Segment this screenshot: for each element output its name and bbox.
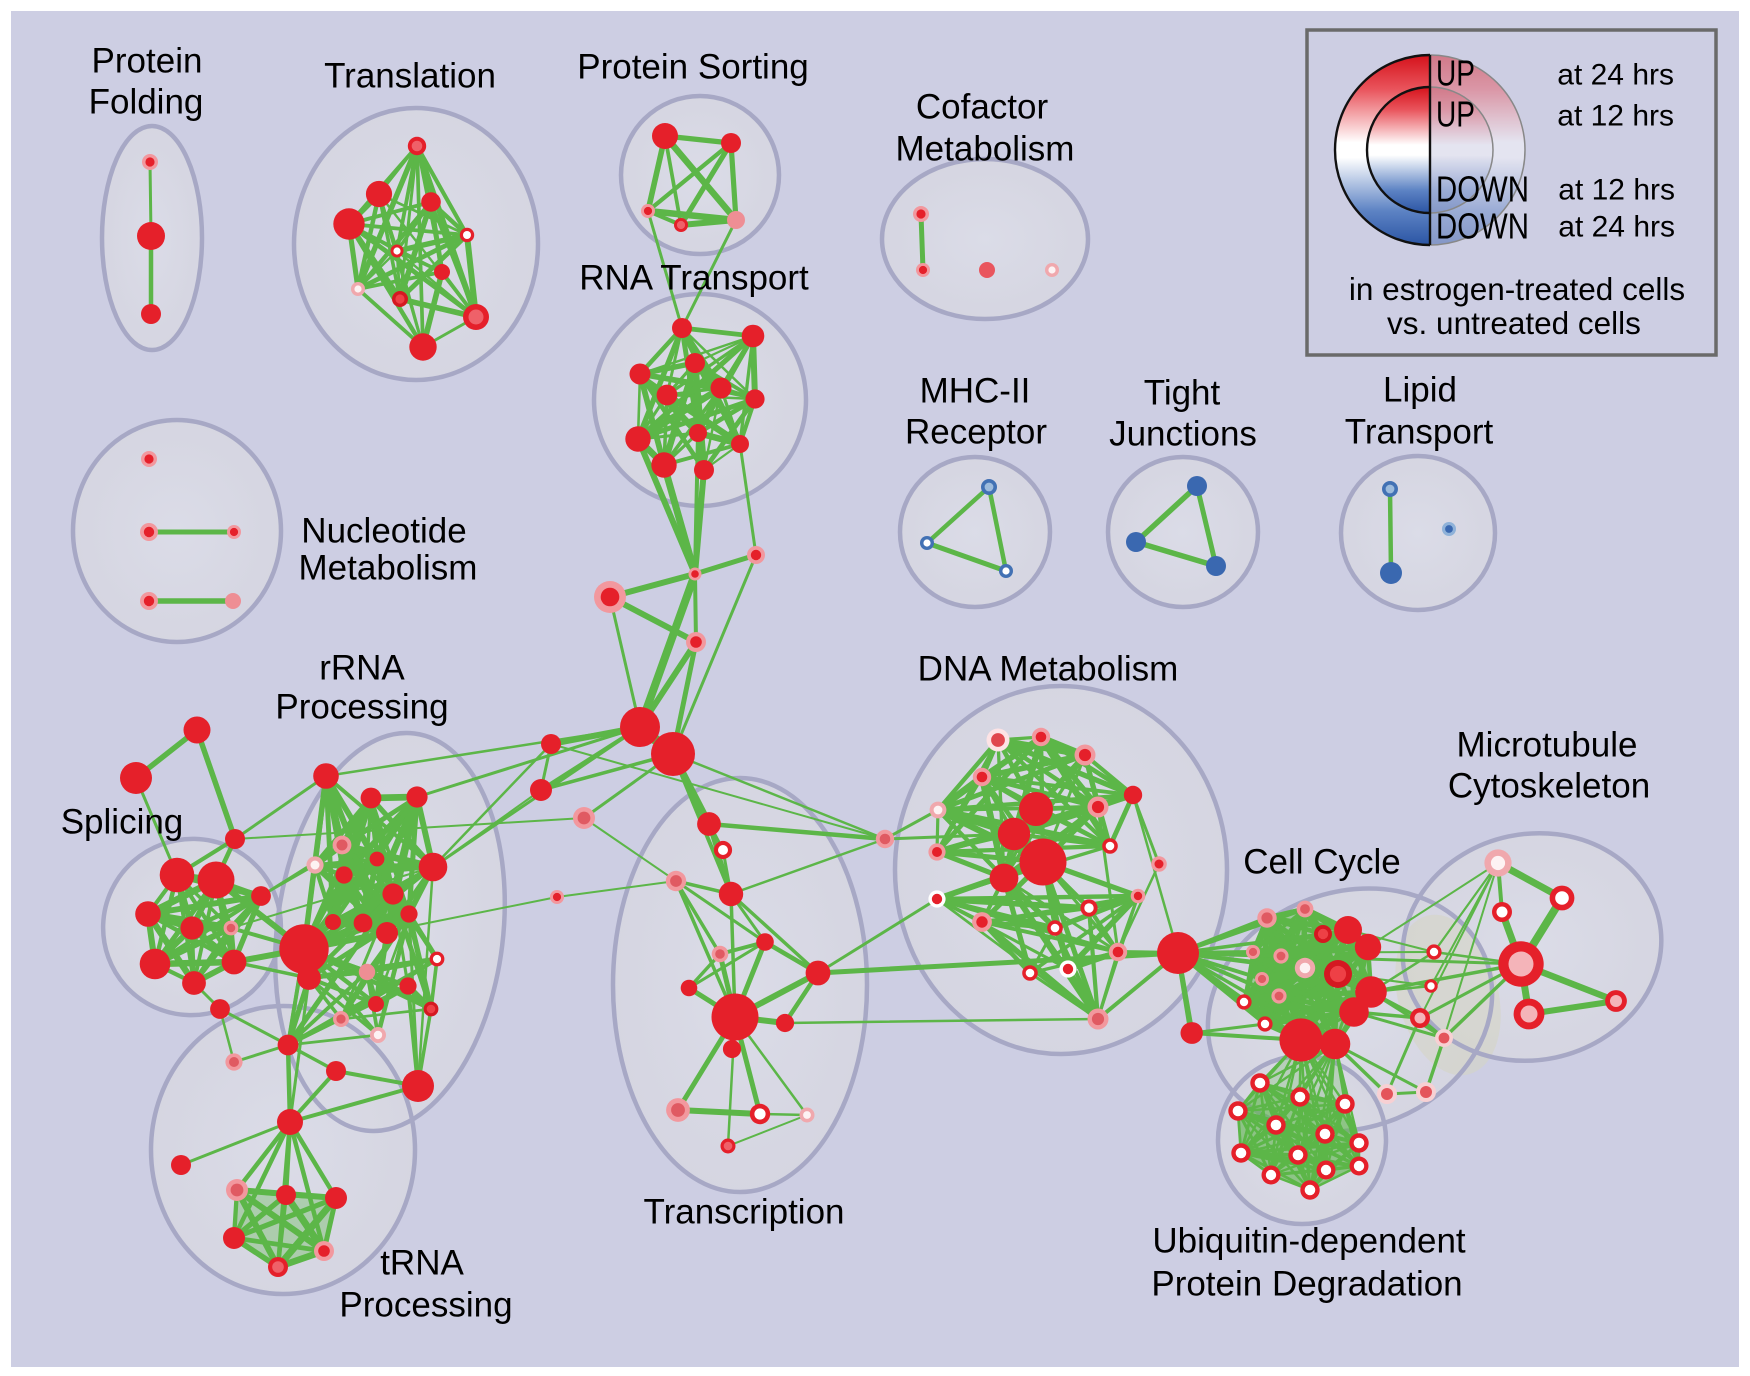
svg-text:RNA Transport: RNA Transport [579,259,809,298]
svg-text:DNA Metabolism: DNA Metabolism [918,650,1179,689]
svg-text:Metabolism: Metabolism [299,549,478,588]
svg-text:Transcription: Transcription [644,1193,845,1232]
svg-text:Metabolism: Metabolism [896,130,1075,169]
svg-text:Tight: Tight [1144,374,1221,413]
svg-text:Protein Degradation: Protein Degradation [1151,1265,1462,1304]
svg-text:DOWN: DOWN [1436,169,1529,210]
svg-text:Ubiquitin-dependent: Ubiquitin-dependent [1152,1222,1466,1261]
svg-text:rRNA: rRNA [319,649,405,688]
svg-text:at 12 hrs: at 12 hrs [1557,100,1674,133]
svg-text:UP: UP [1436,94,1475,135]
svg-text:MHC-II: MHC-II [920,372,1031,411]
svg-text:Protein Sorting: Protein Sorting [577,48,809,87]
svg-text:Processing: Processing [275,688,448,727]
svg-text:Cofactor: Cofactor [916,88,1049,127]
svg-text:Translation: Translation [324,57,496,96]
svg-text:at 24 hrs: at 24 hrs [1558,211,1675,244]
svg-text:at 12 hrs: at 12 hrs [1558,174,1675,207]
svg-text:Junctions: Junctions [1109,415,1257,454]
svg-text:Microtubule: Microtubule [1457,726,1638,765]
svg-text:tRNA: tRNA [380,1244,464,1283]
svg-text:in estrogen-treated cells: in estrogen-treated cells [1349,271,1685,307]
svg-text:UP: UP [1436,53,1475,94]
svg-text:Nucleotide: Nucleotide [301,512,466,551]
svg-text:Folding: Folding [89,83,204,122]
svg-text:Transport: Transport [1345,413,1494,452]
svg-text:Cell Cycle: Cell Cycle [1243,843,1401,882]
svg-text:Processing: Processing [339,1286,512,1325]
svg-text:vs. untreated cells: vs. untreated cells [1387,305,1641,341]
svg-text:DOWN: DOWN [1436,206,1529,247]
svg-text:at 24 hrs: at 24 hrs [1557,59,1674,92]
svg-text:Cytoskeleton: Cytoskeleton [1448,767,1650,806]
svg-text:Splicing: Splicing [61,803,184,842]
svg-text:Lipid: Lipid [1383,371,1457,410]
svg-text:Protein: Protein [92,42,203,81]
svg-text:Receptor: Receptor [905,413,1047,452]
